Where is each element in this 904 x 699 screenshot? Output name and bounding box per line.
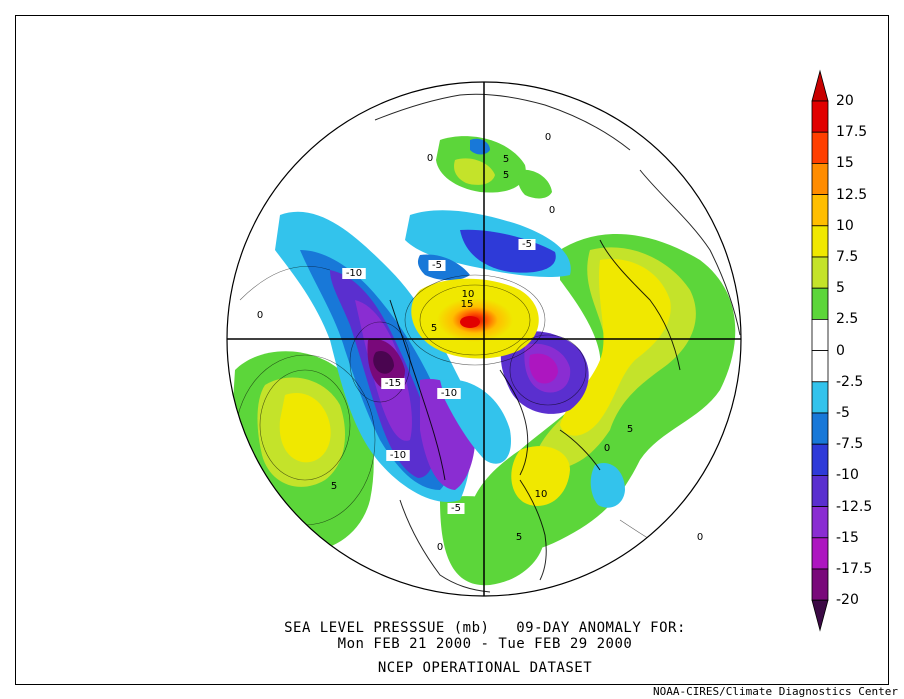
colorbar-segment [811, 194, 829, 227]
colorbar-bottom-arrow [811, 599, 829, 632]
colorbar-segment [811, 131, 829, 164]
colorbar-segment [811, 100, 829, 133]
colorbar-top-arrow [811, 69, 829, 102]
map-title-line1: SEA LEVEL PRESSSUE (mb) 09-DAY ANOMALY F… [284, 620, 686, 636]
colorbar-tick-label: 12.5 [836, 186, 868, 203]
colorbar-tick-label: 0 [836, 342, 845, 359]
contour-label-bg [381, 378, 405, 389]
contour-label: 5 [431, 323, 437, 334]
contour-label: 0 [437, 542, 443, 553]
contour-label: -15 [385, 378, 401, 389]
colorbar-tick-label: 2.5 [836, 311, 859, 328]
colorbar-tick-label: -5 [836, 405, 850, 421]
contour-label: 10 [535, 489, 548, 500]
colorbar [811, 69, 829, 632]
colorbar-segment [811, 474, 829, 507]
contour-label: -5 [522, 239, 532, 250]
contour-label-bg [342, 268, 366, 279]
colorbar-tick-label: -10 [836, 467, 859, 484]
colorbar-tick-label: -17.5 [836, 561, 873, 577]
contour-label: -10 [390, 450, 406, 461]
colorbar-segment [811, 381, 829, 414]
contour-label: 5 [331, 481, 337, 492]
colorbar-segment [811, 506, 829, 539]
colorbar-segment [811, 568, 829, 601]
contour-label: -10 [346, 268, 362, 279]
contour-label-bg [437, 388, 461, 399]
colorbar-tick-label: 7.5 [836, 249, 859, 265]
colorbar-tick-label: 5 [836, 280, 845, 297]
colorbar-tick-label: 17.5 [836, 124, 868, 141]
colorbar-segment [811, 287, 829, 320]
contour-label: 5 [503, 170, 509, 181]
colorbar-segment [811, 350, 829, 383]
map-title-line2: Mon FEB 21 2000 - Tue FEB 29 2000 [337, 636, 633, 652]
map-title-line3: NCEP OPERATIONAL DATASET [377, 660, 593, 676]
credit-text: NOAA-CIRES/Climate Diagnostics Center [652, 685, 898, 698]
contour-label-bg [428, 260, 446, 271]
colorbar-segment [811, 443, 829, 476]
contour-label: 0 [545, 132, 551, 143]
contour-label-bg [447, 503, 465, 514]
contour-label: 5 [503, 154, 509, 165]
contour-label: -10 [441, 388, 457, 399]
contour-label-bg [518, 239, 536, 250]
colorbar-segment [811, 256, 829, 289]
colorbar-tick-label: -15 [836, 529, 859, 546]
contour-label-bg [386, 450, 410, 461]
contour-label: 10 [462, 289, 475, 300]
colorbar-segment [811, 318, 829, 351]
contour-label: 5 [516, 532, 522, 543]
colorbar-tick-label: 10 [836, 217, 854, 234]
contour-label: -5 [432, 260, 442, 271]
contour-label: 0 [604, 443, 610, 454]
colorbar-segment [811, 412, 829, 445]
contour-label: 0 [549, 205, 555, 216]
colorbar-tick-label: -12.5 [836, 498, 873, 515]
colorbar-segment [811, 225, 829, 258]
contour-label: 5 [627, 424, 633, 435]
contour-label: -5 [451, 503, 461, 514]
contour-label: 0 [697, 532, 703, 543]
colorbar-segment [811, 537, 829, 570]
colorbar-tick-label: -7.5 [836, 436, 864, 453]
colorbar-tick-label: -20 [836, 592, 859, 609]
colorbar-tick-label: 20 [836, 93, 854, 109]
contour-label: 0 [427, 153, 433, 164]
contour-label: 0 [257, 310, 263, 321]
contour-label: 15 [461, 299, 474, 310]
map-boundary [226, 81, 742, 597]
colorbar-tick-label: -2.5 [836, 373, 864, 390]
colorbar-tick-label: 15 [836, 155, 854, 172]
colorbar-segment [811, 162, 829, 195]
